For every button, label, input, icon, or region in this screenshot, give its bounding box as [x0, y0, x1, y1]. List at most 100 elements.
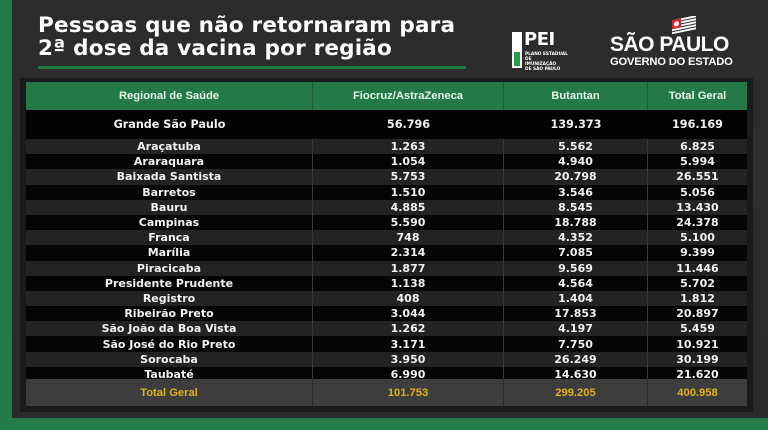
cell-fiocruz: 3.950 [313, 351, 504, 367]
cell-butantan: 139.373 [550, 118, 602, 131]
cell-total: 9.399 [680, 246, 715, 260]
cell-butantan: 7.750 [504, 336, 648, 352]
cell-region: Araçatuba [26, 139, 313, 155]
cell-fiocruz: 2.314 [313, 245, 504, 261]
cell-total: 10.921 [676, 337, 719, 351]
cell-region: Ribeirão Preto [26, 306, 313, 322]
cell-fiocruz: 5.590 [313, 214, 504, 231]
cell-fiocruz: 56.796 [386, 118, 431, 131]
cell-region: Registro [26, 290, 313, 307]
cell-total: 6.825 [680, 140, 715, 154]
total-butantan: 299.205 [504, 379, 648, 406]
cell-fiocruz: 4.885 [313, 199, 504, 215]
cell-region: Presidente Prudente [26, 275, 313, 291]
cell-total: 21.620 [676, 367, 719, 381]
table-row: São José do Rio Preto 3.171 7.750 10.921 [26, 336, 747, 352]
cell-total: 13.430 [676, 200, 719, 214]
header-region: Regional de Saúde [26, 82, 313, 110]
header-fiocruz: Fiocruz/AstraZeneca [313, 82, 504, 110]
cell-total: 30.199 [676, 352, 719, 366]
table-row: Taubaté 6.990 14.630 21.620 [26, 366, 747, 382]
table-total-row: Total Geral 101.753 299.205 400.958 [26, 379, 747, 406]
cell-butantan: 4.940 [504, 154, 648, 170]
cell-region: Marília [26, 245, 313, 261]
cell-fiocruz: 1.263 [313, 139, 504, 155]
cell-region: Sorocaba [26, 351, 313, 367]
cell-region: Grande São Paulo [113, 118, 226, 131]
title-line-2: 2ª dose da vacina por região [38, 36, 392, 61]
title-line-1: Pessoas que não retornaram para [38, 13, 456, 38]
bottom-green-strip [8, 418, 768, 430]
cell-total: 26.551 [676, 170, 719, 184]
cell-fiocruz: 1.262 [313, 321, 504, 337]
table-row-featured: Grande São Paulo 56.796 139.373 196.169 [26, 110, 747, 139]
cell-total: 196.169 [672, 118, 723, 131]
total-overall: 400.958 [677, 386, 718, 399]
cell-butantan: 4.197 [504, 321, 648, 337]
data-table: Regional de Saúde Fiocruz/AstraZeneca Bu… [20, 78, 753, 412]
left-green-strip [0, 0, 12, 430]
cell-total: 5.459 [680, 322, 715, 336]
pei-logo: PEI PLANO ESTADUAL DE IMUNIZAÇÃO DE SÃO … [512, 29, 572, 72]
table-row: Sorocaba 3.950 26.249 30.199 [26, 351, 747, 367]
cell-region: Barretos [26, 184, 313, 200]
total-label: Total Geral [26, 379, 313, 406]
cell-total: 5.702 [680, 276, 715, 290]
table-row: Barretos 1.510 3.546 5.056 [26, 184, 747, 200]
cell-butantan: 4.564 [504, 275, 648, 291]
cell-butantan: 3.546 [504, 184, 648, 200]
sao-paulo-logo-name: SÃO PAULO [610, 33, 729, 56]
sao-paulo-logo-subtitle: GOVERNO DO ESTADO [610, 56, 733, 68]
cell-region: Franca [26, 230, 313, 246]
cell-fiocruz: 748 [313, 230, 504, 246]
cell-butantan: 5.562 [504, 139, 648, 155]
table-row: Campinas 5.590 18.788 24.378 [26, 214, 747, 231]
cell-region: Bauru [26, 199, 313, 215]
cell-region: Baixada Santista [26, 169, 313, 185]
cell-fiocruz: 3.171 [313, 336, 504, 352]
table-row: Presidente Prudente 1.138 4.564 5.702 [26, 275, 747, 291]
cell-fiocruz: 408 [313, 290, 504, 307]
cell-total: 5.100 [680, 231, 715, 245]
cell-butantan: 20.798 [504, 169, 648, 185]
cell-total: 5.056 [680, 185, 715, 199]
cell-butantan: 4.352 [504, 230, 648, 246]
cell-total: 5.994 [680, 155, 715, 169]
cell-total: 20.897 [676, 307, 719, 321]
cell-butantan: 26.249 [504, 351, 648, 367]
header-butantan: Butantan [504, 82, 648, 110]
sao-paulo-government-logo: SÃO PAULO GOVERNO DO ESTADO [604, 16, 744, 76]
cell-butantan: 9.569 [504, 260, 648, 276]
cell-region: Campinas [26, 214, 313, 231]
sao-paulo-flag-icon [672, 16, 696, 35]
cell-fiocruz: 1.138 [313, 275, 504, 291]
cell-region: São José do Rio Preto [26, 336, 313, 352]
title-underline [38, 66, 466, 69]
cell-butantan: 18.788 [504, 214, 648, 231]
cell-region: São João da Boa Vista [26, 321, 313, 337]
cell-fiocruz: 1.054 [313, 154, 504, 170]
cell-fiocruz: 5.753 [313, 169, 504, 185]
table-row: Franca 748 4.352 5.100 [26, 230, 747, 246]
cell-total: 1.812 [680, 291, 715, 305]
pei-logo-subtitle: PLANO ESTADUAL DE IMUNIZAÇÃO DE SÃO PAUL… [525, 52, 568, 72]
cell-fiocruz: 6.990 [313, 366, 504, 382]
table-row: São João da Boa Vista 1.262 4.197 5.459 [26, 321, 747, 337]
table-row: Araçatuba 1.263 5.562 6.825 [26, 139, 747, 155]
cell-fiocruz: 3.044 [313, 306, 504, 322]
table-header: Regional de Saúde Fiocruz/AstraZeneca Bu… [26, 82, 747, 110]
table-row: Bauru 4.885 8.545 13.430 [26, 199, 747, 215]
cell-butantan: 8.545 [504, 199, 648, 215]
cell-butantan: 14.630 [504, 366, 648, 382]
header-total: Total Geral [668, 90, 727, 102]
cell-butantan: 17.853 [504, 306, 648, 322]
table-row: Araraquara 1.054 4.940 5.994 [26, 154, 747, 170]
cell-butantan: 7.085 [504, 245, 648, 261]
cell-total: 11.446 [676, 261, 719, 275]
cell-total: 24.378 [676, 216, 719, 230]
cell-region: Taubaté [26, 366, 313, 382]
cell-fiocruz: 1.877 [313, 260, 504, 276]
pei-logo-text: PEI [524, 29, 555, 50]
cell-butantan: 1.404 [504, 290, 648, 307]
table-row: Marília 2.314 7.085 9.399 [26, 245, 747, 261]
